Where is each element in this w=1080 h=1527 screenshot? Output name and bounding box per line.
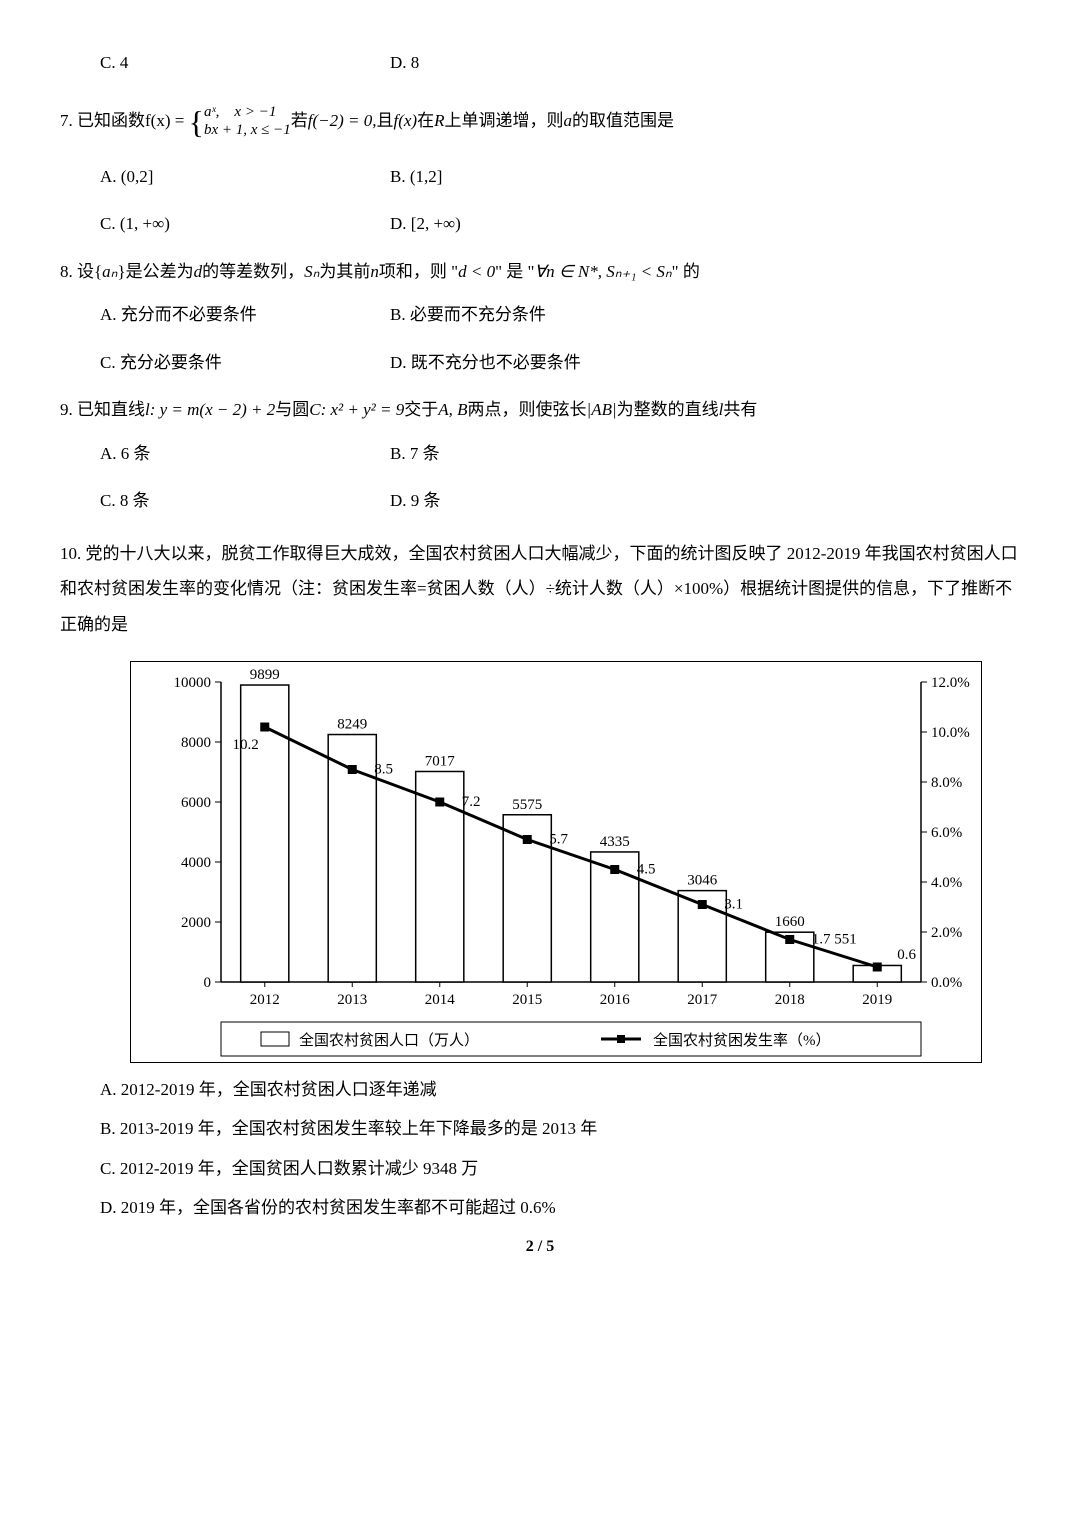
poverty-chart: 0 2000 4000 6000 8000 10000 0.0% 2.0% 4.0% 6.0% 8.… (130, 661, 1020, 1063)
page-number: 2 / 5 (60, 1235, 1020, 1259)
q6-option-c: C. 4 (100, 50, 390, 76)
q9-option-c: C. 8 条 (100, 488, 390, 514)
svg-text:2014: 2014 (425, 992, 456, 1008)
q8-option-d: D. 既不充分也不必要条件 (390, 350, 680, 376)
svg-text:8249: 8249 (337, 716, 367, 732)
q6-option-d: D. 8 (390, 50, 680, 76)
svg-text:2019: 2019 (862, 992, 892, 1008)
q8-option-a: A. 充分而不必要条件 (100, 302, 390, 328)
q10-option-b: B. 2013-2019 年，全国农村贫困发生率较上年下降最多的是 2013 年 (100, 1116, 1020, 1142)
svg-text:2016: 2016 (600, 992, 631, 1008)
svg-text:3.1: 3.1 (724, 896, 743, 912)
q7-piecewise: {aˣ, x > −1bx + 1, x ≤ −1 (189, 98, 291, 146)
q10-option-c: C. 2012-2019 年，全国贫困人口数累计减少 9348 万 (100, 1156, 1020, 1182)
q8-option-b: B. 必要而不充分条件 (390, 302, 680, 328)
q7-option-b: B. (1,2] (390, 164, 680, 190)
svg-text:2013: 2013 (337, 992, 367, 1008)
question-8: 8. 设{aₙ}是公差为d的等差数列，Sₙ为其前n项和，则 "d < 0" 是 … (60, 259, 1020, 376)
q10-option-a: A. 2012-2019 年，全国农村贫困人口逐年递减 (100, 1077, 1020, 1103)
svg-text:4.0%: 4.0% (931, 875, 962, 891)
svg-text:2000: 2000 (181, 915, 211, 931)
svg-text:2017: 2017 (687, 992, 718, 1008)
svg-text:9899: 9899 (250, 667, 280, 683)
q7-option-c: C. (1, +∞) (100, 211, 390, 237)
q9-text: 9. 已知直线l: y = m(x − 2) + 2与圆C: x² + y² =… (60, 397, 1020, 423)
svg-text:2015: 2015 (512, 992, 542, 1008)
svg-text:2018: 2018 (775, 992, 805, 1008)
svg-text:0.6: 0.6 (897, 947, 916, 963)
svg-text:7.2: 7.2 (462, 794, 481, 810)
svg-text:10.0%: 10.0% (931, 725, 970, 741)
q7-t2: 若 (291, 110, 308, 129)
q7-t1: 已知函数 (77, 110, 145, 129)
svg-text:6.0%: 6.0% (931, 825, 962, 841)
svg-text:8.5: 8.5 (374, 761, 393, 777)
svg-text:10000: 10000 (174, 675, 212, 691)
question-6-tail: C. 4 D. 8 (60, 50, 1020, 76)
svg-text:6000: 6000 (181, 795, 211, 811)
svg-text:5575: 5575 (512, 796, 542, 812)
svg-text:4.5: 4.5 (637, 861, 656, 877)
q8-option-c: C. 充分必要条件 (100, 350, 390, 376)
q10-text: 10. 党的十八大以来，脱贫工作取得巨大成效，全国农村贫困人口大幅减少，下面的统… (60, 536, 1020, 643)
svg-text:1660: 1660 (775, 914, 805, 930)
svg-text:全国农村贫困人口（万人）: 全国农村贫困人口（万人） (299, 1031, 479, 1049)
svg-text:4335: 4335 (600, 834, 630, 850)
svg-text:8.0%: 8.0% (931, 775, 962, 791)
q9-option-b: B. 7 条 (390, 441, 680, 467)
svg-text:4000: 4000 (181, 855, 211, 871)
svg-text:全国农村贫困发生率（%）: 全国农村贫困发生率（%） (653, 1031, 831, 1049)
svg-text:12.0%: 12.0% (931, 675, 970, 691)
svg-text:0: 0 (204, 975, 212, 991)
svg-text:2.0%: 2.0% (931, 925, 962, 941)
q7-func: f(x) = (145, 110, 189, 129)
q7-option-d: D. [2, +∞) (390, 211, 680, 237)
svg-text:0.0%: 0.0% (931, 975, 962, 991)
question-7: 7. 已知函数f(x) = {aˣ, x > −1bx + 1, x ≤ −1若… (60, 98, 1020, 237)
chart-svg: 0 2000 4000 6000 8000 10000 0.0% 2.0% 4.0% 6.0% 8.… (131, 662, 981, 1062)
q7-option-a: A. (0,2] (100, 164, 390, 190)
svg-text:7017: 7017 (425, 753, 456, 769)
question-9: 9. 已知直线l: y = m(x − 2) + 2与圆C: x² + y² =… (60, 397, 1020, 514)
q8-text: 8. 设{aₙ}是公差为d的等差数列，Sₙ为其前n项和，则 "d < 0" 是 … (60, 259, 1020, 285)
svg-text:2012: 2012 (250, 992, 280, 1008)
q7-num: 7. (60, 110, 73, 129)
q10-option-d: D. 2019 年，全国各省份的农村贫困发生率都不可能超过 0.6% (100, 1195, 1020, 1221)
svg-text:10.2: 10.2 (233, 737, 259, 753)
q9-option-a: A. 6 条 (100, 441, 390, 467)
q9-option-d: D. 9 条 (390, 488, 680, 514)
svg-text:5.7: 5.7 (549, 831, 568, 847)
svg-text:1.7 551: 1.7 551 (812, 931, 857, 947)
svg-text:3046: 3046 (687, 872, 718, 888)
svg-text:8000: 8000 (181, 735, 211, 751)
q7-text: 7. 已知函数f(x) = {aˣ, x > −1bx + 1, x ≤ −1若… (60, 98, 1020, 146)
question-10: 10. 党的十八大以来，脱贫工作取得巨大成效，全国农村贫困人口大幅减少，下面的统… (60, 536, 1020, 1221)
